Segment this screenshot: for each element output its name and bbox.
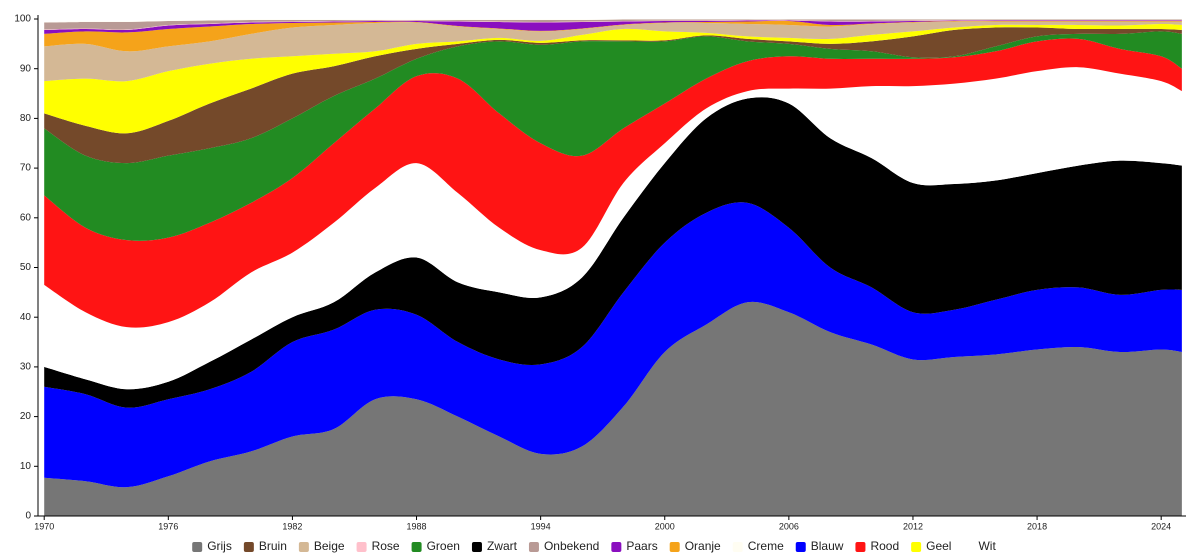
y-tick-label: 80	[20, 113, 32, 124]
legend-marker	[243, 542, 254, 552]
legend-label: Onbekend	[544, 539, 599, 553]
legend-label: Geel	[926, 539, 951, 553]
legend-marker	[611, 542, 622, 552]
legend-label: Blauw	[811, 539, 844, 553]
x-tick-label: 1970	[34, 521, 54, 531]
x-tick-label: 1982	[282, 521, 302, 531]
x-tick-label: 1988	[407, 521, 427, 531]
y-tick-label: 100	[14, 14, 31, 25]
y-tick-label: 70	[20, 163, 32, 174]
legend-marker	[298, 542, 309, 552]
x-tick-label: 2000	[655, 521, 675, 531]
legend-label: Rose	[372, 539, 400, 553]
legend-marker	[795, 542, 806, 552]
x-tick-label: 2018	[1027, 521, 1047, 531]
y-tick-label: 30	[20, 362, 32, 373]
y-tick-label: 90	[20, 63, 32, 74]
x-tick-label: 2024	[1151, 521, 1171, 531]
y-tick-label: 60	[20, 212, 32, 223]
area	[44, 38, 1182, 328]
legend-marker	[471, 542, 482, 552]
y-tick-label: 0	[25, 511, 31, 522]
legend-marker	[669, 542, 680, 552]
y-tick-label: 50	[20, 262, 32, 273]
y-tick-label: 20	[20, 411, 32, 422]
legend-marker	[732, 542, 743, 552]
legend-label: Rood	[870, 539, 899, 553]
area	[44, 18, 1182, 23]
legend-marker	[855, 542, 866, 552]
y-tick-label: 10	[20, 461, 32, 472]
legend-label: Paars	[626, 539, 657, 553]
legend-marker	[192, 542, 203, 552]
legend-marker	[528, 542, 539, 552]
area	[44, 23, 1182, 134]
legend: Grijs Bruin Beige Rose Groen Zwart Onbekend Paa…	[192, 539, 996, 553]
legend-label: Bruin	[259, 539, 287, 553]
area	[44, 202, 1182, 488]
areas	[44, 18, 1182, 516]
legend-label: Grijs	[207, 539, 232, 553]
legend-label: Creme	[748, 539, 784, 553]
area	[44, 21, 1182, 82]
area	[44, 97, 1182, 408]
area	[44, 67, 1182, 390]
legend-marker	[411, 542, 422, 552]
area	[44, 27, 1182, 164]
area	[44, 31, 1182, 241]
x-tick-label: 1976	[158, 521, 178, 531]
legend-label: Beige	[314, 539, 345, 553]
area	[44, 301, 1182, 516]
legend-label: Groen	[427, 539, 460, 553]
legend-marker	[911, 542, 922, 552]
area	[44, 20, 1182, 34]
legend-label: Wit	[978, 539, 996, 553]
legend-label: Zwart	[487, 539, 518, 553]
x-tick-label: 2006	[779, 521, 799, 531]
legend-marker	[356, 542, 367, 552]
x-tick-label: 2012	[903, 521, 923, 531]
x-tick-label: 1994	[531, 521, 551, 531]
legend-label: Oranje	[685, 539, 721, 553]
legend-marker	[963, 542, 974, 552]
y-tick-label: 40	[20, 312, 32, 323]
